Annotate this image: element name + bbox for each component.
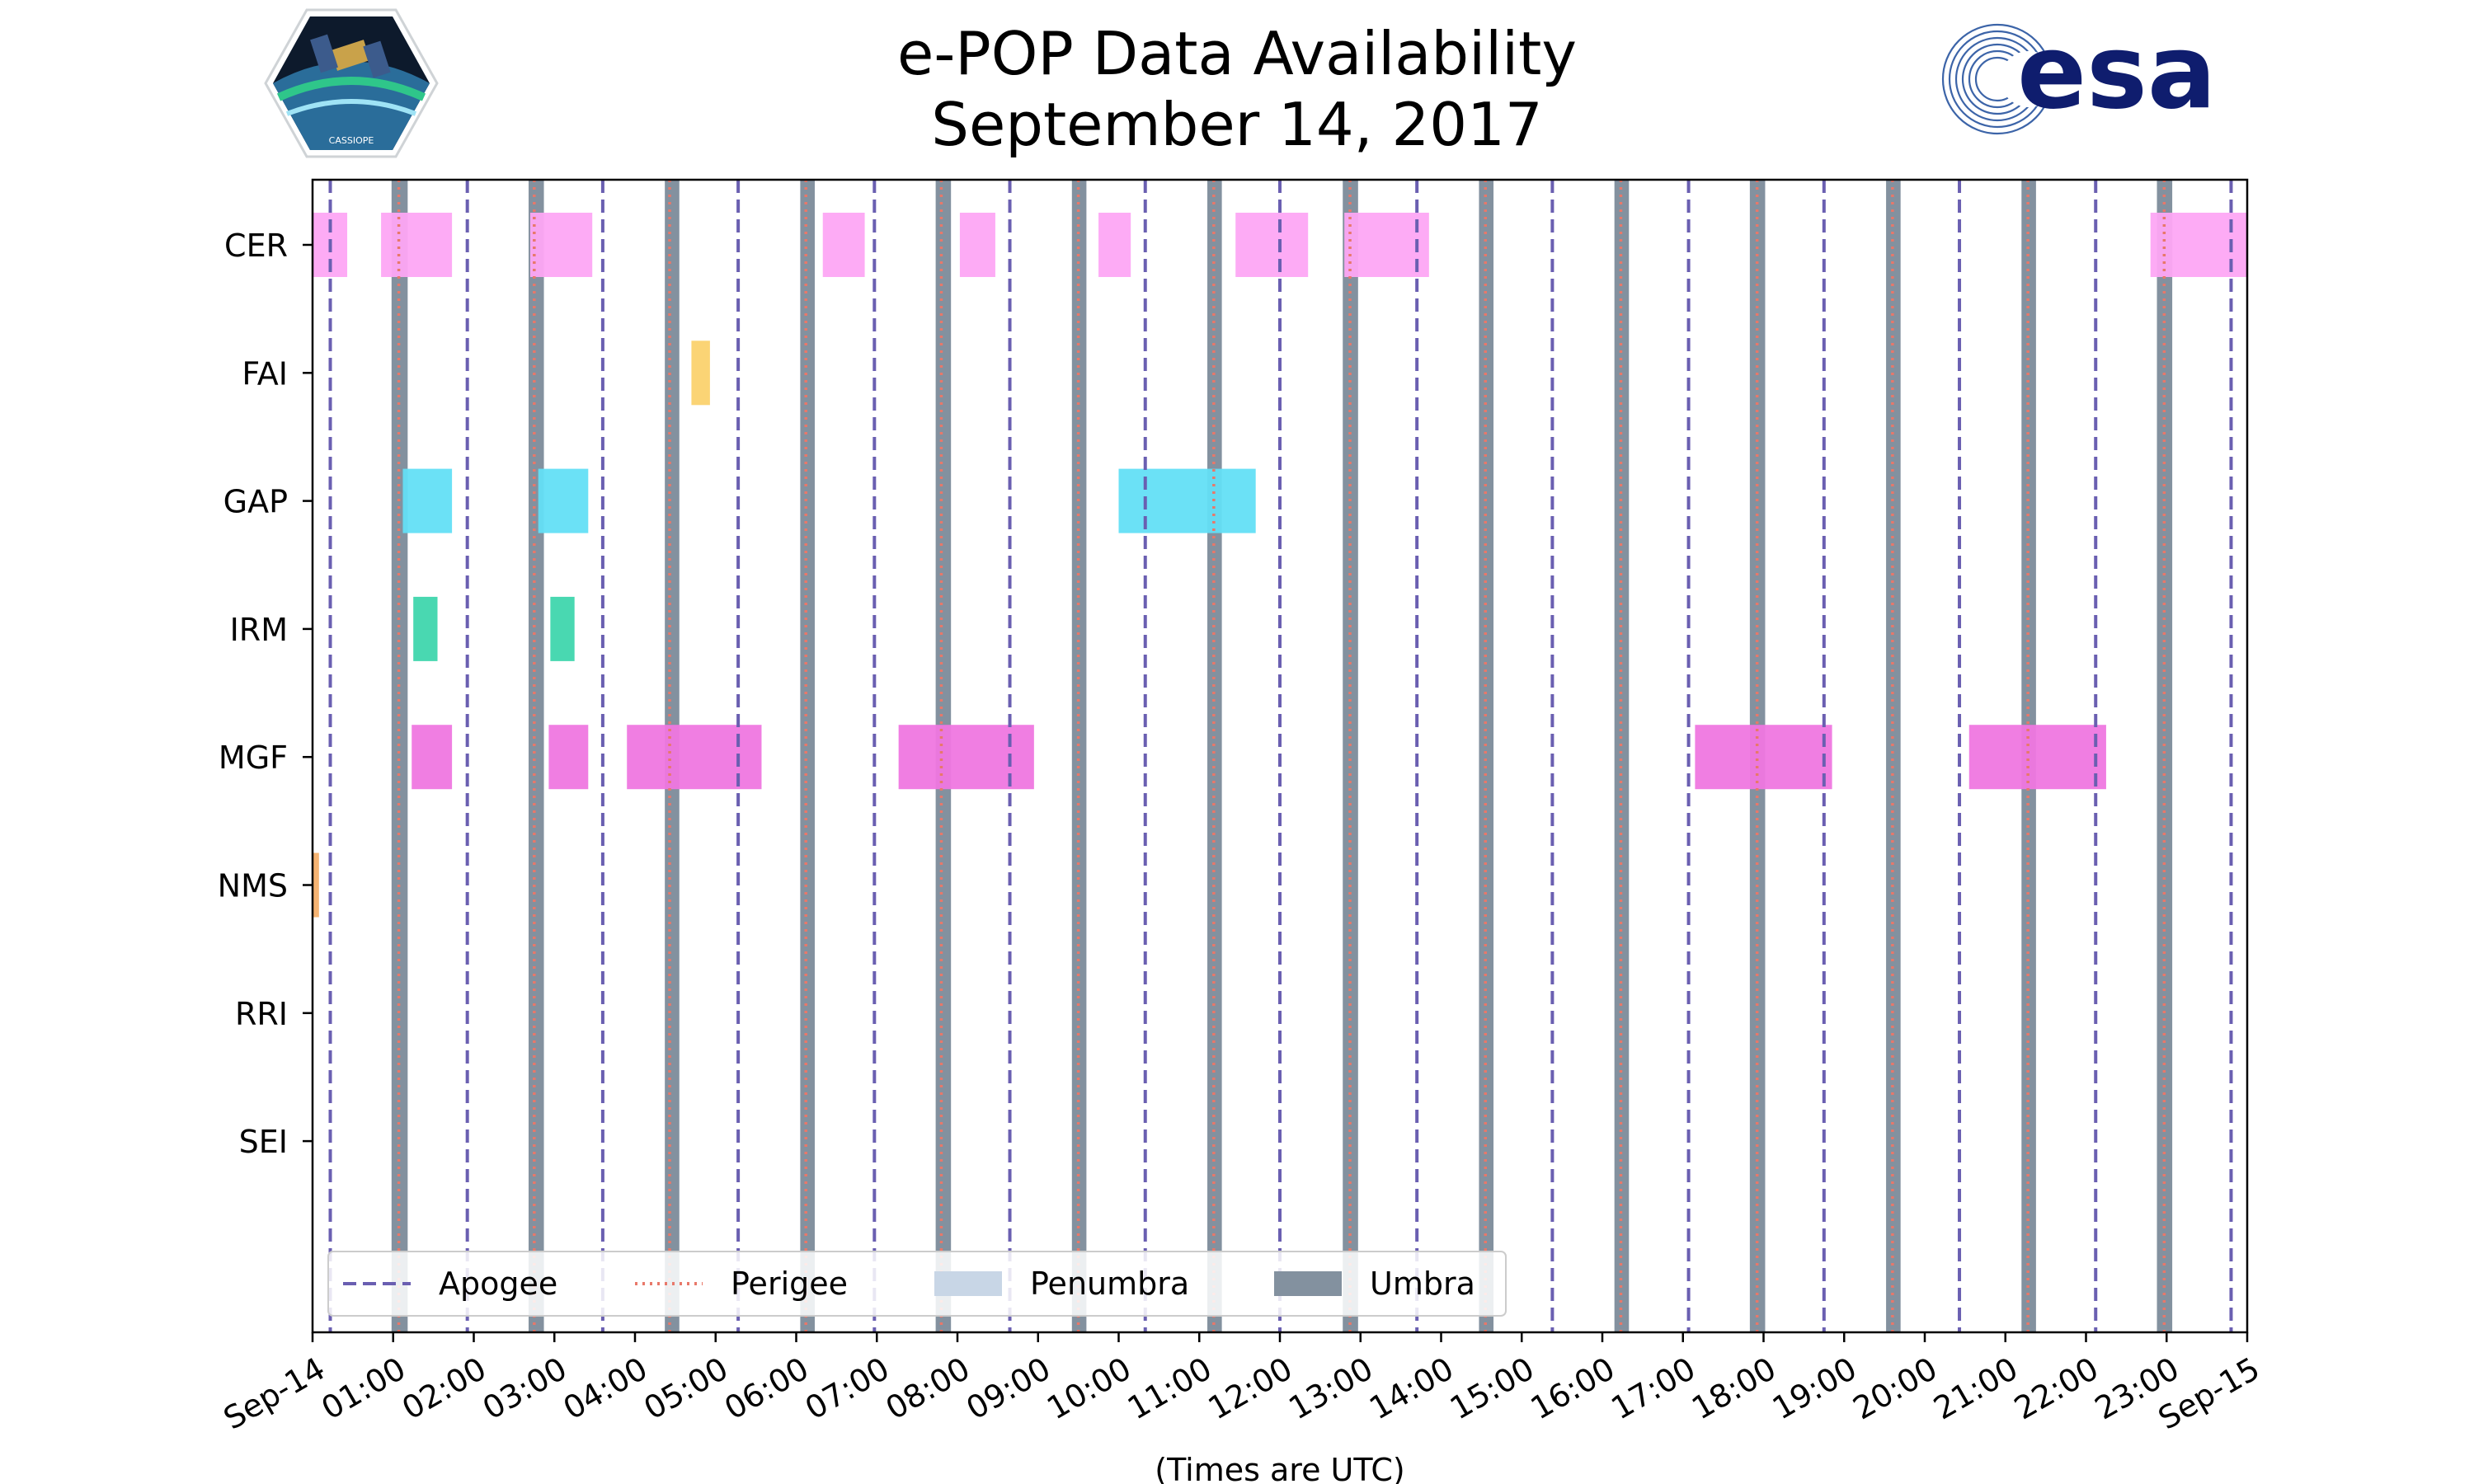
y-tick-label-mgf: MGF — [219, 740, 288, 776]
y-tick-label-gap: GAP — [223, 484, 288, 520]
x-tick-label: 08:00 — [880, 1350, 976, 1427]
x-tick-label: 05:00 — [637, 1350, 734, 1427]
x-tick-label: 07:00 — [799, 1350, 896, 1427]
availability-bar-mgf — [412, 725, 453, 790]
legend-box — [327, 1251, 1507, 1317]
x-tick-label: 17:00 — [1605, 1350, 1701, 1427]
y-tick-label-sei: SEI — [239, 1124, 288, 1160]
availability-bar-mgf — [1968, 725, 2106, 790]
availability-bar-cer — [1235, 213, 1309, 277]
umbra-band — [1343, 180, 1358, 1332]
cassiope-logo-text: CASSIOPE — [329, 135, 374, 146]
cassiope-logo: CASSIOPE — [264, 8, 439, 158]
x-tick-label: 01:00 — [315, 1350, 412, 1427]
availability-bar-nms — [313, 852, 319, 918]
umbra-band — [800, 180, 815, 1332]
y-tick-label-cer: CER — [224, 228, 288, 264]
umbra-band — [1886, 180, 1901, 1332]
esa-logo-text: esa — [2017, 21, 2217, 132]
availability-bar-gap — [402, 468, 453, 533]
x-tick-label: 03:00 — [477, 1350, 573, 1427]
esa-logo: esa — [1941, 21, 2217, 135]
x-tick-label: 19:00 — [1766, 1350, 1863, 1427]
x-tick-label: 06:00 — [718, 1350, 815, 1427]
x-tick-label: 10:00 — [1041, 1350, 1137, 1427]
legend-label-umbra: Umbra — [1370, 1266, 1475, 1302]
availability-bar-gap — [538, 468, 589, 533]
y-tick-label-irm: IRM — [230, 612, 288, 648]
title-line-2: September 14, 2017 — [931, 90, 1543, 159]
availability-bar-cer — [529, 213, 593, 277]
x-tick-label: 14:00 — [1363, 1350, 1460, 1427]
umbra-band — [528, 180, 544, 1332]
x-tick-label: 16:00 — [1525, 1350, 1621, 1427]
x-tick-label: 20:00 — [1847, 1350, 1944, 1427]
y-tick-label-fai: FAI — [242, 355, 288, 392]
umbra-band — [2157, 180, 2173, 1332]
umbra-band — [1207, 180, 1222, 1332]
umbra-band — [1614, 180, 1630, 1332]
availability-bar-irm — [550, 596, 575, 661]
availability-bar-mgf — [1695, 725, 1832, 790]
y-tick-label-nms: NMS — [218, 868, 288, 904]
umbra-band — [1479, 180, 1494, 1332]
availability-bar-cer — [822, 213, 865, 277]
x-tick-label: 22:00 — [2008, 1350, 2105, 1427]
availability-bar-gap — [1118, 468, 1256, 533]
x-tick-label: Sep-14 — [218, 1350, 332, 1437]
umbra-band — [1071, 180, 1087, 1332]
legend-penumbra-swatch — [934, 1271, 1002, 1296]
availability-bar-fai — [691, 340, 710, 406]
availability-bar-cer — [959, 213, 995, 277]
umbra-band — [391, 180, 408, 1332]
availability-bar-mgf — [627, 725, 762, 790]
legend-label-apogee: Apogee — [439, 1266, 557, 1302]
x-tick-label: 13:00 — [1282, 1350, 1379, 1427]
availability-bar-cer — [1098, 213, 1131, 277]
chart-title: e-POP Data Availability September 14, 20… — [0, 18, 2474, 160]
x-tick-label: 12:00 — [1202, 1350, 1299, 1427]
x-tick-label: 09:00 — [960, 1350, 1056, 1427]
x-tick-label: 11:00 — [1122, 1350, 1218, 1427]
x-tick-label: 18:00 — [1686, 1350, 1782, 1427]
availability-bar-cer — [381, 213, 453, 277]
x-axis-label: (Times are UTC) — [1155, 1452, 1404, 1484]
legend-umbra-swatch — [1274, 1271, 1342, 1296]
x-tick-label: 21:00 — [1927, 1350, 2024, 1427]
availability-bar-irm — [413, 596, 438, 661]
availability-bar-mgf — [898, 725, 1034, 790]
availability-bar-mgf — [548, 725, 589, 790]
x-tick-label: 15:00 — [1444, 1350, 1540, 1427]
legend-label-perigee: Perigee — [731, 1266, 848, 1302]
availability-bar-cer — [1344, 213, 1429, 277]
x-tick-label: 04:00 — [557, 1350, 654, 1427]
legend-label-penumbra: Penumbra — [1030, 1266, 1189, 1302]
y-tick-label-rri: RRI — [235, 996, 288, 1032]
x-tick-label: 02:00 — [396, 1350, 492, 1427]
title-line-1: e-POP Data Availability — [897, 19, 1577, 88]
